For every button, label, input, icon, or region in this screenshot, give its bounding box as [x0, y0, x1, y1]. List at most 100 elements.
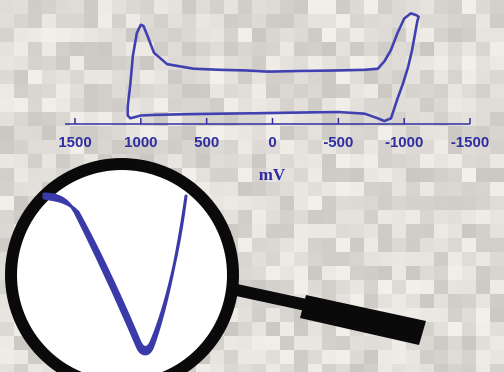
background-tile [420, 196, 434, 210]
background-tile [350, 336, 364, 350]
background-tile [210, 56, 224, 70]
background-tile [154, 28, 168, 42]
background-tile [476, 14, 490, 28]
background-tile [476, 196, 490, 210]
background-tile [42, 98, 56, 112]
background-tile [266, 98, 280, 112]
magnifier-handle-grip [300, 295, 426, 345]
cv-curve [126, 12, 420, 123]
background-tile [476, 42, 490, 56]
background-tile [364, 182, 378, 196]
background-tile [210, 70, 224, 84]
background-tile [98, 140, 112, 154]
magnifying-glass-icon [5, 158, 426, 372]
background-tile [126, 126, 140, 140]
background-tile [196, 42, 210, 56]
background-tile [322, 266, 336, 280]
background-tile [490, 364, 504, 372]
background-tile [0, 154, 14, 168]
background-tile [196, 70, 210, 84]
background-tile [266, 42, 280, 56]
background-tile [42, 70, 56, 84]
background-tile [462, 14, 476, 28]
background-tile [392, 196, 406, 210]
background-tile [266, 182, 280, 196]
background-tile [266, 336, 280, 350]
background-tile [196, 98, 210, 112]
background-tile [462, 126, 476, 140]
background-tile [322, 140, 336, 154]
background-tile [434, 280, 448, 294]
background-tile [84, 42, 98, 56]
background-tile [336, 280, 350, 294]
background-tile [210, 14, 224, 28]
background-tile [490, 196, 504, 210]
background-tile [490, 322, 504, 336]
background-tile [280, 56, 294, 70]
background-tile [392, 224, 406, 238]
background-tile [364, 350, 378, 364]
background-tile [308, 182, 322, 196]
background-tile [238, 28, 252, 42]
background-tile [462, 210, 476, 224]
background-tile [336, 266, 350, 280]
background-tile [266, 126, 280, 140]
background-tile [224, 140, 238, 154]
background-tile [196, 168, 210, 182]
background-tile [154, 84, 168, 98]
background-tile [364, 70, 378, 84]
background-tile [378, 210, 392, 224]
background-tile [294, 210, 308, 224]
background-tile [238, 350, 252, 364]
background-tile [448, 294, 462, 308]
background-tile [350, 266, 364, 280]
background-tile [224, 364, 238, 372]
x-tick-label: 1000 [124, 134, 157, 151]
background-tile [308, 280, 322, 294]
background-tile [378, 182, 392, 196]
background-tile [28, 126, 42, 140]
background-tile [406, 196, 420, 210]
background-tile [224, 182, 238, 196]
background-tile [462, 294, 476, 308]
background-tile [266, 196, 280, 210]
background-tile [322, 182, 336, 196]
background-tile [56, 28, 70, 42]
background-tile [182, 84, 196, 98]
background-tile [420, 154, 434, 168]
background-tile [490, 252, 504, 266]
background-tile [434, 154, 448, 168]
background-tile [70, 28, 84, 42]
background-tile [84, 0, 98, 14]
background-tile [336, 336, 350, 350]
background-tile [308, 168, 322, 182]
background-tile [336, 0, 350, 14]
background-tile [378, 126, 392, 140]
background-tile [420, 126, 434, 140]
background-tile [252, 70, 266, 84]
background-tile [294, 126, 308, 140]
background-tile [336, 224, 350, 238]
background-tile [210, 42, 224, 56]
background-tile [294, 154, 308, 168]
background-tile [350, 70, 364, 84]
background-tile [392, 42, 406, 56]
background-tile [420, 308, 434, 322]
background-tile [448, 0, 462, 14]
background-tile [420, 112, 434, 126]
background-tile [490, 98, 504, 112]
background-tile [420, 364, 434, 372]
background-tile [84, 14, 98, 28]
background-tile [182, 70, 196, 84]
background-tile [462, 280, 476, 294]
background-tile [350, 168, 364, 182]
background-tile [252, 168, 266, 182]
background-tile [420, 252, 434, 266]
background-tile [364, 294, 378, 308]
background-tile [28, 0, 42, 14]
background-tile [294, 84, 308, 98]
background-tile [490, 140, 504, 154]
background-tile [434, 182, 448, 196]
background-tile [462, 182, 476, 196]
background-tile [448, 252, 462, 266]
